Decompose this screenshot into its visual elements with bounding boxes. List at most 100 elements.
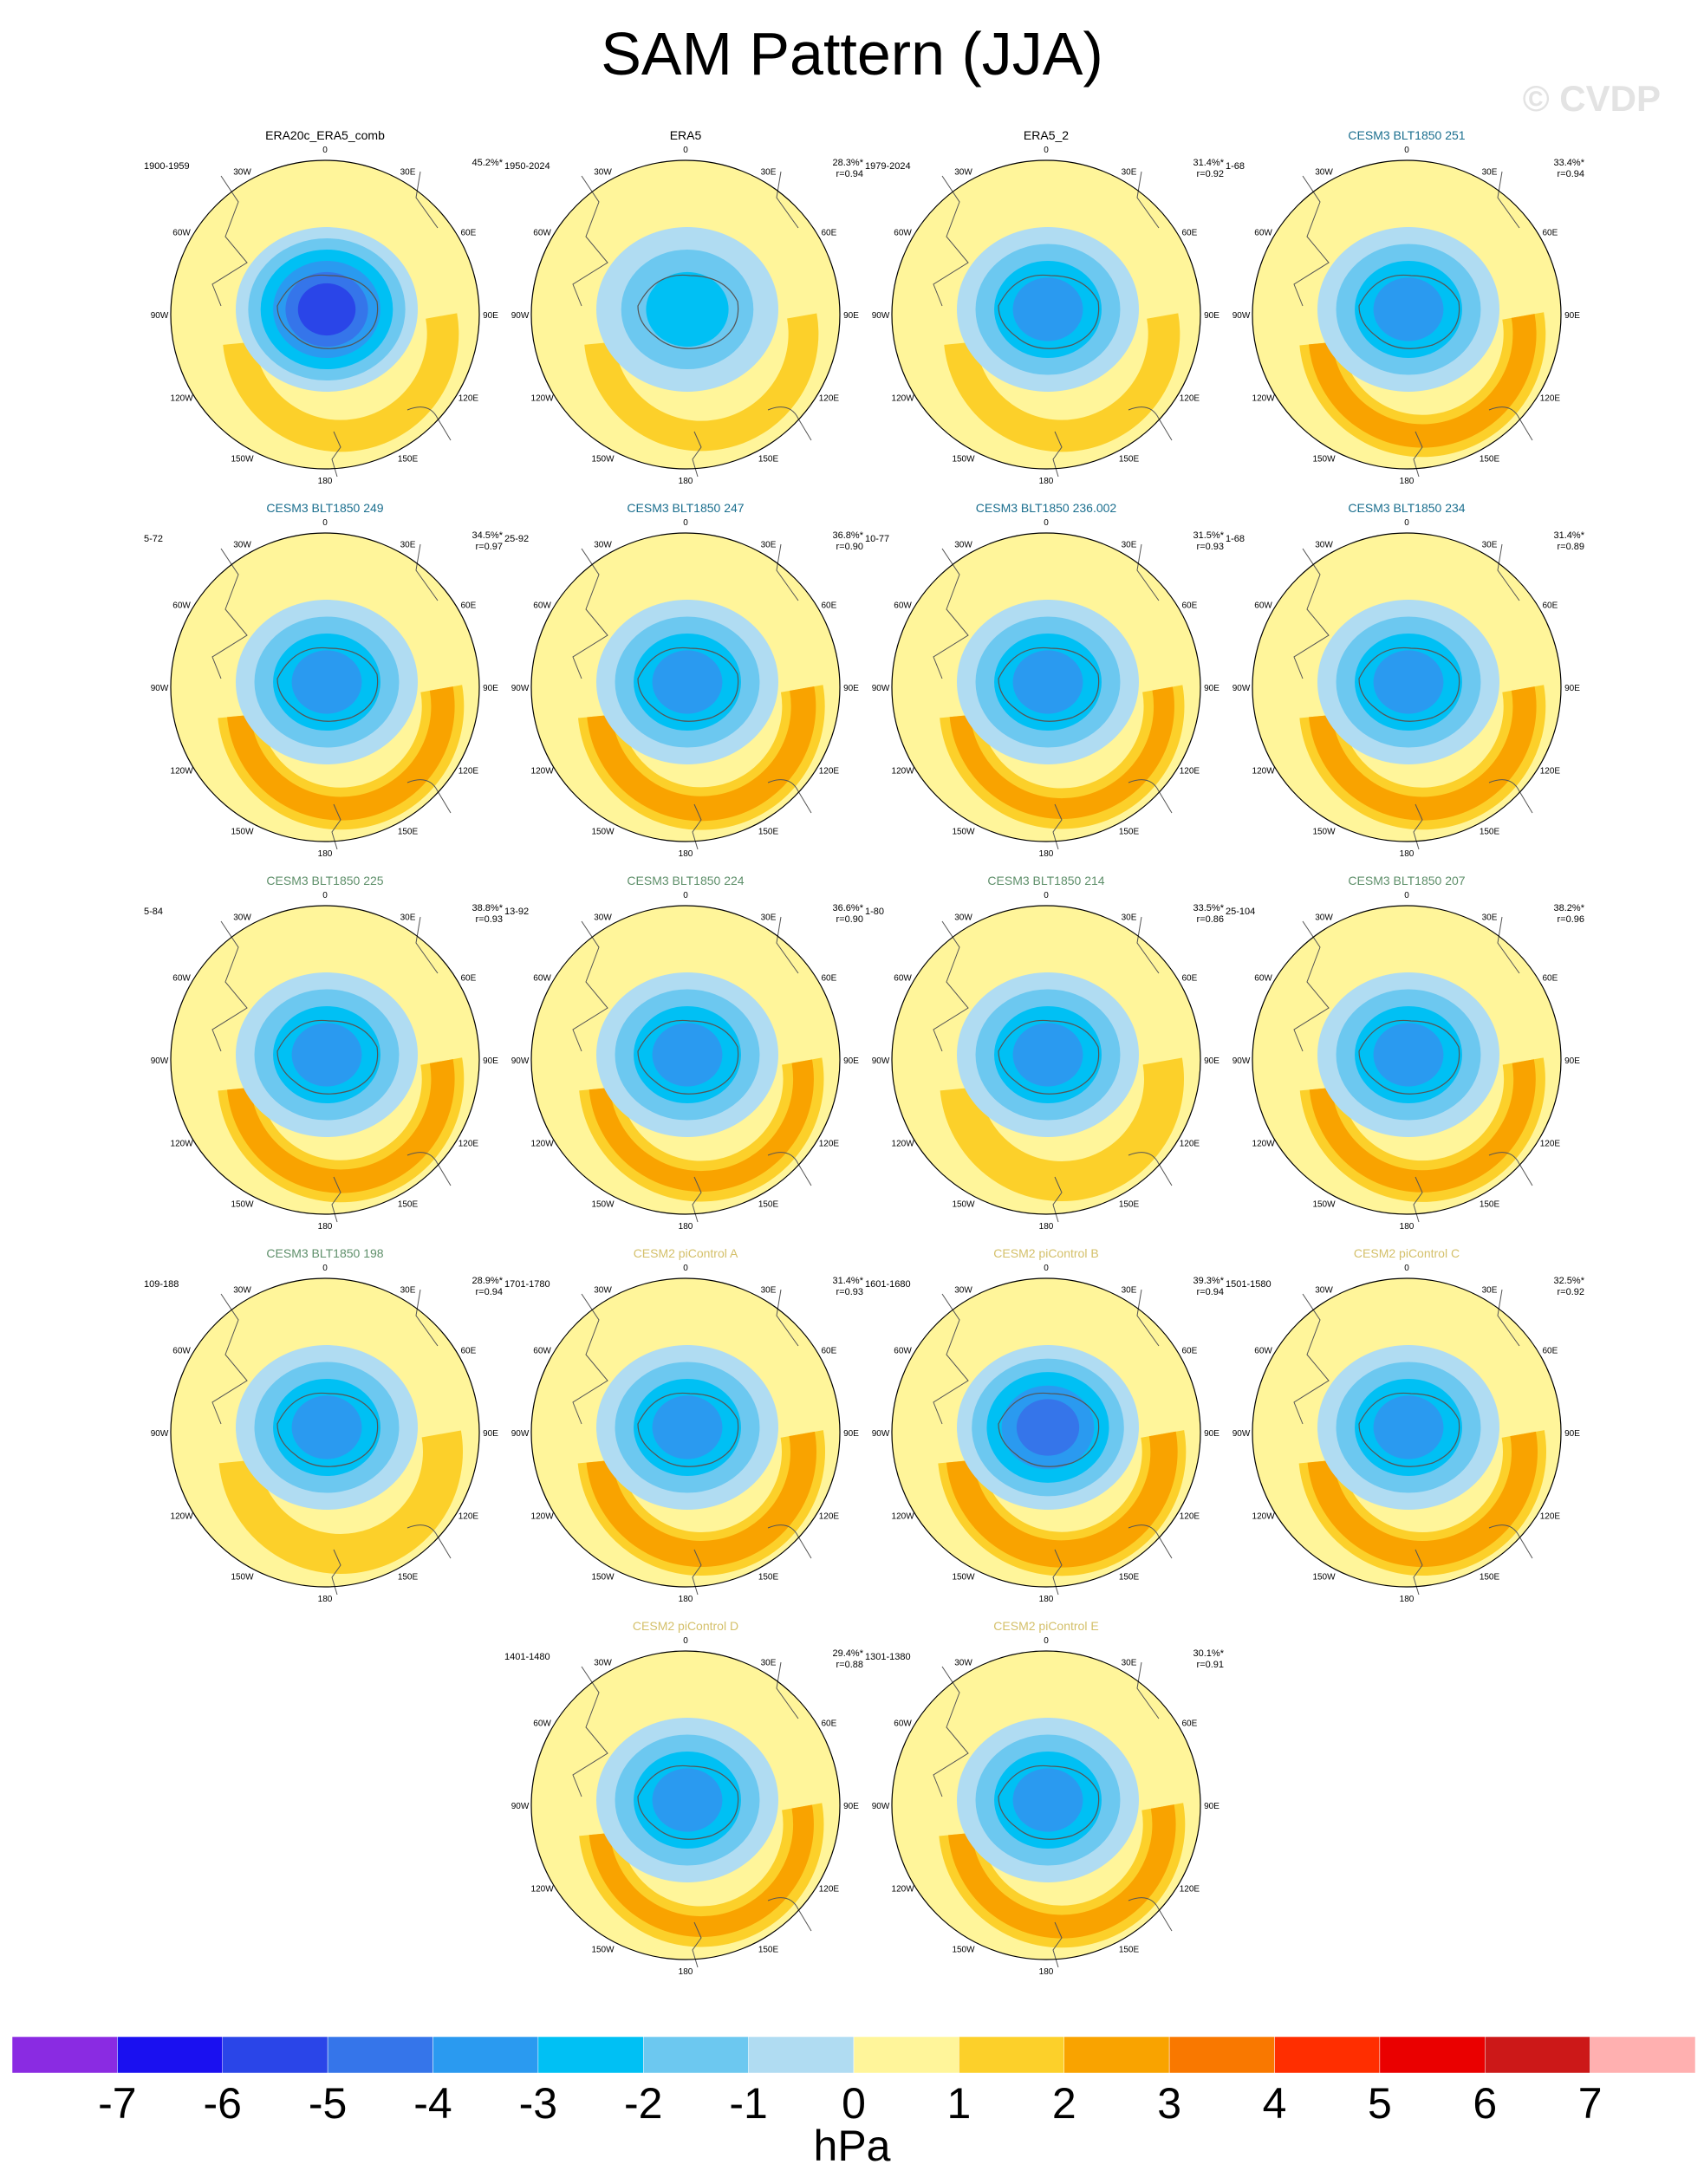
south-america-coastline	[572, 548, 608, 679]
positive-anomaly-band	[1308, 219, 1537, 448]
longitude-label: 0	[1404, 1264, 1409, 1273]
positive-anomaly-band	[226, 592, 455, 821]
longitude-label: 120E	[819, 1885, 840, 1895]
positive-anomaly-band	[583, 216, 819, 452]
longitude-label: 30W	[233, 913, 251, 923]
africa-coastline	[1136, 543, 1160, 601]
polar-map: 0 30E 60E 90E 120E 150E 180 150W 120W 90W 60W 30W	[872, 146, 1220, 486]
new-zealand-coastline	[692, 803, 702, 850]
longitude-label: 180	[679, 1967, 693, 1977]
panel-pattern-correlation: r=0.89	[1557, 542, 1585, 552]
longitude-label: 30W	[594, 913, 612, 923]
africa-coastline	[415, 171, 439, 229]
longitude-label: 60W	[894, 229, 912, 238]
panel-years: 1701-1780	[504, 1279, 550, 1290]
longitude-label: 150W	[231, 454, 254, 464]
panel-stats: 31.4%* r=0.93	[833, 1276, 863, 1298]
south-america-coastline	[572, 175, 608, 307]
new-zealand-coastline	[692, 1176, 702, 1223]
south-america-coastline	[1293, 175, 1330, 307]
longitude-label: 90E	[483, 684, 498, 693]
map-panel: 0 30E 60E 90E 120E 150E 180 150W 120W 90W 60W 30W CE…	[499, 1246, 872, 1619]
panel-pattern-correlation: r=0.92	[1196, 169, 1225, 179]
longitude-label: 30E	[1122, 913, 1137, 923]
panel-variance-percent: 39.3%*	[1193, 1276, 1224, 1286]
longitude-label: 30E	[1482, 541, 1498, 550]
longitude-label: 150E	[758, 1572, 779, 1582]
panel-stats: 29.4%* r=0.88	[833, 1648, 863, 1671]
positive-anomaly-band	[226, 965, 455, 1193]
colorbar-segment	[537, 2037, 644, 2073]
africa-coastline	[776, 1289, 799, 1347]
longitude-label: 30E	[400, 1286, 416, 1296]
new-zealand-coastline	[1413, 803, 1423, 850]
longitude-label: 0	[683, 1264, 688, 1273]
positive-anomaly-band	[222, 215, 459, 452]
longitude-label: 120W	[531, 1512, 555, 1522]
longitude-label: 60W	[1254, 601, 1272, 611]
longitude-label: 30W	[954, 168, 972, 178]
south-america-coastline	[572, 1293, 608, 1425]
longitude-label: 30E	[761, 168, 777, 178]
longitude-label: 60E	[822, 601, 837, 611]
antarctica-coastline	[637, 1019, 739, 1095]
map-panel: 0 30E 60E 90E 120E 150E 180 150W 120W 90W 60W 30W CE…	[139, 501, 511, 874]
australia-coastline	[1488, 779, 1533, 814]
south-america-coastline	[933, 175, 969, 307]
longitude-label: 120E	[1180, 1140, 1200, 1149]
panel-years: 1401-1480	[504, 1652, 550, 1662]
panel-stats: 38.2%* r=0.96	[1554, 903, 1584, 926]
longitude-label: 30E	[761, 1659, 777, 1668]
map-boundary	[170, 159, 480, 470]
africa-coastline	[1497, 543, 1520, 601]
africa-coastline	[1497, 171, 1520, 229]
new-zealand-coastline	[1413, 1549, 1423, 1596]
map-boundary	[1252, 532, 1562, 842]
panel-pattern-correlation: r=0.86	[1196, 914, 1225, 925]
panel-years: 1-80	[865, 907, 885, 917]
page-title: SAM Pattern (JJA)	[601, 20, 1103, 88]
longitude-label: 30E	[1122, 1659, 1137, 1668]
antarctica-coastline	[998, 274, 1100, 349]
longitude-label: 30E	[761, 1286, 777, 1296]
longitude-label: 150E	[398, 454, 419, 464]
longitude-label: 150W	[231, 827, 254, 836]
colorbar-tick-label: -7	[98, 2079, 137, 2128]
panel-pattern-correlation: r=0.93	[475, 914, 504, 925]
longitude-label: 60E	[1182, 974, 1198, 984]
longitude-label: 120E	[1180, 1512, 1200, 1522]
panel-pattern-correlation: r=0.90	[836, 542, 864, 552]
longitude-label: 150E	[1119, 1945, 1140, 1954]
longitude-label: 60E	[1182, 1719, 1198, 1729]
map-boundary	[530, 905, 841, 1215]
longitude-label: 0	[683, 518, 688, 528]
longitude-label: 30E	[1482, 168, 1498, 178]
panel-years: 1601-1680	[865, 1279, 911, 1290]
antarctica-coastline	[637, 274, 739, 349]
australia-coastline	[1128, 1897, 1173, 1932]
south-america-coastline	[1293, 548, 1330, 679]
longitude-label: 60E	[1543, 1347, 1558, 1356]
panel-pattern-correlation: r=0.97	[475, 542, 504, 552]
longitude-label: 150E	[1119, 1199, 1140, 1209]
africa-coastline	[1497, 916, 1520, 974]
longitude-label: 120W	[892, 1885, 915, 1895]
colorbar-tick-label: 5	[1367, 2079, 1392, 2128]
longitude-label: 90E	[1564, 684, 1580, 693]
longitude-label: 150E	[398, 827, 419, 836]
longitude-label: 180	[1400, 477, 1415, 486]
panel-variance-percent: 45.2%*	[472, 158, 503, 168]
map-boundary	[530, 1650, 841, 1960]
colorbar-tick-label: -2	[624, 2079, 663, 2128]
longitude-label: 120E	[819, 394, 840, 404]
new-zealand-coastline	[692, 431, 702, 478]
negative-anomaly-contour	[652, 1395, 723, 1459]
new-zealand-coastline	[1413, 431, 1423, 478]
map-panel: 0 30E 60E 90E 120E 150E 180 150W 120W 90W 60W 30W CE…	[860, 874, 1232, 1246]
longitude-label: 60W	[894, 1347, 912, 1356]
australia-coastline	[406, 779, 452, 814]
australia-coastline	[406, 1152, 452, 1186]
longitude-label: 90W	[151, 1429, 169, 1439]
panel-variance-percent: 31.4%*	[1553, 530, 1584, 541]
longitude-label: 150E	[1480, 1199, 1500, 1209]
